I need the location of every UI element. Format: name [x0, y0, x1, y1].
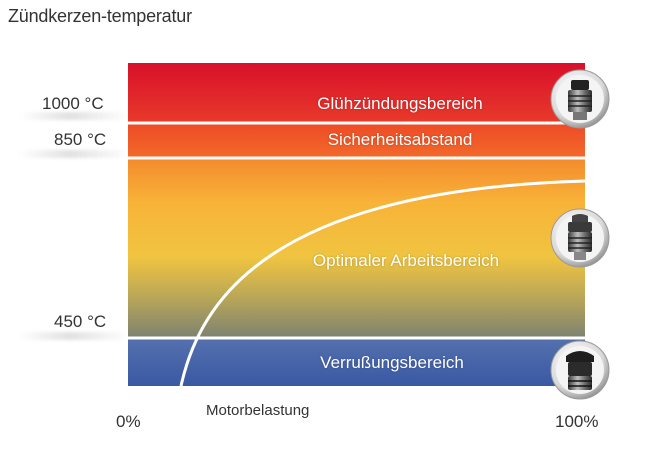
zone-safety-margin	[128, 123, 585, 158]
zone-label-glowignition: Glühzündungsbereich	[317, 94, 483, 113]
spark-plug-icon-optimal	[550, 208, 610, 268]
y-tick-450: 450 °C	[54, 312, 107, 331]
zone-label-safety-margin: Sicherheitsabstand	[327, 130, 473, 149]
y-axis-title: Zündkerzen-temperatur	[8, 6, 192, 26]
zone-sooting	[128, 338, 585, 386]
temperature-curve	[179, 179, 586, 387]
y-tick-1000: 1000 °C	[42, 94, 104, 113]
zone-label-sooting: Verrußungsbereich	[320, 353, 464, 372]
tick-shadow	[20, 112, 130, 120]
tick-shadow	[20, 332, 130, 340]
zone-optimal	[128, 158, 585, 338]
spark-plug-icon-sooted	[550, 340, 610, 400]
y-tick-850: 850 °C	[54, 130, 107, 149]
zone-glowignition	[128, 63, 585, 123]
x-axis-title: Motorbelastung	[206, 402, 310, 419]
x-min-label: 0%	[116, 412, 141, 431]
spark-plug-icon-hot	[550, 69, 610, 129]
x-max-label: 100%	[555, 412, 599, 431]
zone-label-optimal: Optimaler Arbeitsbereich	[312, 251, 500, 270]
tick-shadow	[20, 150, 130, 158]
